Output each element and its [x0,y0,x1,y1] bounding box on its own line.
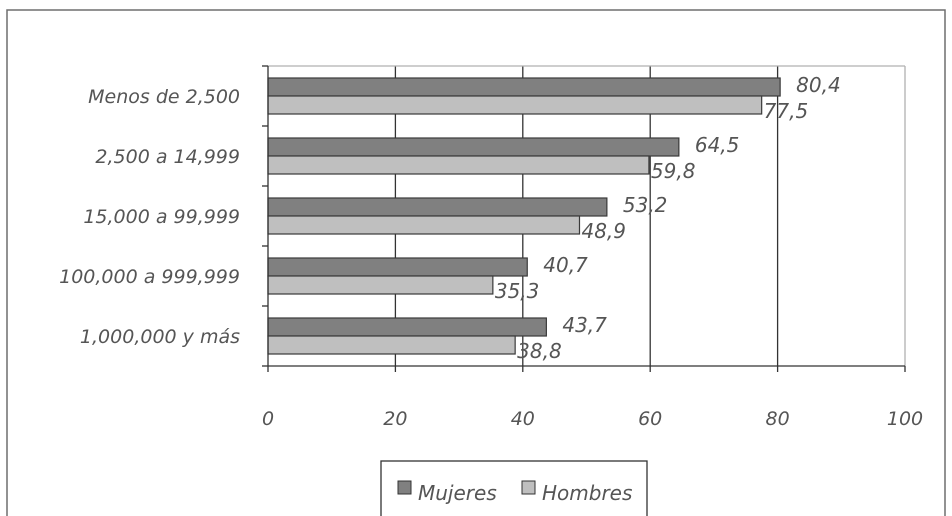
data-label: 35,3 [495,279,540,303]
x-tick-label: 80 [766,408,790,430]
bars [267,77,781,355]
data-labels: 80,477,5 64,559,8 53,248,9 40,735,3 43,738,8 [495,73,841,363]
x-tick-label: 60 [638,408,662,430]
bar-mujeres [267,137,680,157]
legend: Mujeres Hombres [380,460,648,516]
data-label: 64,5 [695,133,740,157]
bar-hombres [267,335,516,355]
x-tick-label: 100 [887,408,923,430]
category-label: 2,500 a 14,999 [95,146,240,168]
data-label: 59,8 [651,159,696,183]
bar-mujeres [267,77,781,97]
bar-mujeres [267,257,528,277]
x-tick-labels: 0 20 40 60 80 100 [262,408,923,430]
x-tick-label: 0 [262,408,274,430]
x-tick-label: 40 [511,408,535,430]
category-label: Menos de 2,500 [88,86,240,108]
category-label: 1,000,000 y más [80,326,240,348]
bar-mujeres [267,317,547,337]
data-label: 80,4 [796,73,841,97]
data-label: 43,7 [562,313,607,337]
legend-swatch-hombres [521,480,536,495]
legend-label: Hombres [542,481,632,505]
data-label: 53,2 [623,193,668,217]
data-label: 77,5 [764,99,809,123]
category-label: 15,000 a 99,999 [83,206,240,228]
legend-box [380,460,648,516]
bar-hombres [267,275,494,295]
category-label: 100,000 a 999,999 [59,266,240,288]
bar-hombres [267,155,650,175]
data-label: 48,9 [581,219,626,243]
legend-swatch-mujeres [397,480,412,495]
x-tick-label: 20 [383,408,407,430]
bar-hombres [267,215,581,235]
category-labels: Menos de 2,500 2,500 a 14,999 15,000 a 99,… [59,86,240,348]
legend-label: Mujeres [418,481,497,505]
data-label: 38,8 [517,339,562,363]
data-label: 40,7 [543,253,588,277]
axes [262,65,906,372]
bar-mujeres [267,197,608,217]
bar-hombres [267,95,763,115]
